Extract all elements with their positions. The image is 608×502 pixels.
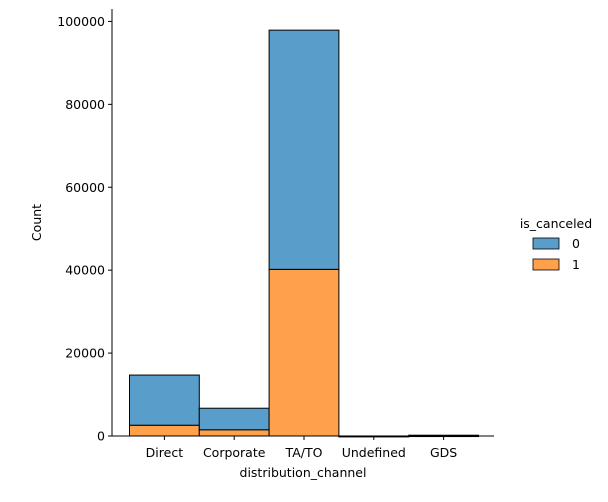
x-tick-label: TA/TO <box>285 445 323 460</box>
legend-items: 01 <box>532 236 580 272</box>
bar-direct-series-0 <box>129 374 200 426</box>
y-tick-label: 60000 <box>65 180 105 195</box>
bars-layer <box>129 29 480 438</box>
bar-direct-series-1 <box>129 424 200 437</box>
y-tick-label: 0 <box>97 429 105 444</box>
bar-corporate-series-1 <box>198 429 270 437</box>
y-tick-label: 20000 <box>65 346 105 361</box>
y-ticks: 0 20000 40000 60000 80000 100000 <box>57 14 112 444</box>
x-tick-label: Undefined <box>342 445 406 460</box>
legend-label-0: 0 <box>572 236 580 251</box>
y-tick-label: 40000 <box>65 263 105 278</box>
legend-title: is_canceled <box>520 216 592 231</box>
legend-label-1: 1 <box>572 257 580 272</box>
x-axis-title: distribution_channel <box>240 465 367 480</box>
bar-corporate-series-0 <box>198 407 270 431</box>
y-tick-label: 80000 <box>65 97 105 112</box>
legend: is_canceled 01 <box>520 216 592 272</box>
x-tick-label: GDS <box>430 445 457 460</box>
y-tick-label: 100000 <box>57 14 105 29</box>
y-axis-title: Count <box>29 204 44 241</box>
x-tick-label: Corporate <box>203 445 266 460</box>
bar-ta-to-series-1 <box>268 268 340 437</box>
legend-swatch-0 <box>532 237 560 250</box>
x-ticks: Direct Corporate TA/TO Undefined GDS <box>146 436 457 460</box>
bar-ta-to-series-0 <box>268 29 340 270</box>
legend-swatch-1 <box>532 258 560 271</box>
x-tick-label: Direct <box>146 445 184 460</box>
